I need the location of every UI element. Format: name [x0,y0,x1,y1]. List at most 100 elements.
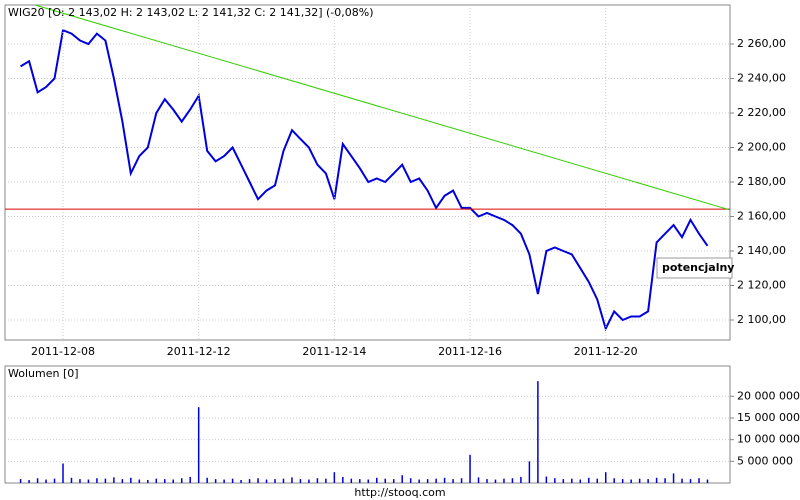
volume-bar [265,479,268,483]
volume-bar [638,478,641,483]
y-tick-label: 2 160,00 [737,209,786,222]
volume-bar [689,479,692,483]
y-tick-label: 2 260,00 [737,37,786,50]
volume-bar [130,477,132,483]
volume-bar [299,479,302,483]
volume-bar [418,479,420,483]
volume-bar [342,476,344,483]
volume-bar [87,479,90,483]
volume-bar [197,407,200,483]
volume-bar [503,478,505,483]
panel-title: Wolumen [0] [8,367,79,380]
panel-frame [4,4,731,341]
footer: http://stooq.com [354,486,445,499]
volume-bar [359,479,361,483]
volume-bar [664,478,666,483]
volume-bar [45,479,47,483]
volume-bar [291,477,293,483]
volume-bar [316,478,319,483]
volume-bar [401,475,403,483]
volume-bar [28,479,30,483]
volume-bar [469,454,471,483]
volume-bar [579,479,582,483]
volume-bar [630,479,632,483]
y-tick-label: 2 220,00 [737,106,786,119]
x-tick-label: 2011-12-16 [438,345,502,358]
volume-bar [248,479,251,483]
volume-bar [698,478,700,483]
volume-bar [511,478,514,483]
volume-bar [333,472,336,483]
volume-bar [180,478,183,483]
y-tick-label: 20 000 000 [737,389,800,402]
volume-bar [681,478,683,483]
volume-bar [282,478,285,483]
y-tick-label: 2 140,00 [737,244,786,257]
volume-bar [96,478,98,483]
volume-bar [384,478,386,483]
volume-bar [79,479,81,483]
volume-bar [367,479,370,483]
x-tick-label: 2011-12-14 [302,345,366,358]
volume-bar [545,476,548,483]
y-tick-label: 5 000 000 [737,454,793,467]
volume-bar [53,478,56,483]
panel-frame [4,365,731,484]
volume-bar [147,479,149,483]
volume-bar [121,479,124,483]
y-tick-label: 2 200,00 [737,140,786,153]
x-tick-label: 2011-12-12 [167,345,231,358]
volume-bar [223,479,225,483]
y-tick-label: 2 240,00 [737,71,786,84]
volume-bar [477,477,480,483]
y-tick-label: 10 000 000 [737,433,800,446]
volume-bar [588,477,590,483]
volume-bar [257,478,259,483]
volume-bar [537,381,539,483]
volume-bar [214,479,217,483]
volume-bar [520,476,522,483]
volume-bar [155,478,158,483]
volume-bar [113,477,115,483]
volume-bar [672,473,675,483]
volume-bar [138,479,141,483]
volume-bar [452,479,454,483]
trendline [34,4,731,211]
volume-bar [62,463,64,483]
volume-bar [231,478,234,483]
y-tick-label: 2 120,00 [737,278,786,291]
volume-bar [409,478,412,483]
y-tick-label: 2 180,00 [737,175,786,188]
volume-bar [621,479,624,483]
x-tick-label: 2011-12-08 [31,345,95,358]
x-tick-label: 2011-12-20 [574,345,638,358]
volume-bar [206,477,208,483]
volume-bar [528,461,531,483]
y-tick-label: 15 000 000 [737,411,800,424]
volume-bar [325,478,327,483]
volume-bar [104,478,107,483]
volume-bar [554,478,556,483]
volume-bar [647,479,649,483]
volume-bar [494,479,497,483]
volume-bar [655,477,658,483]
y-tick-label: 2 100,00 [737,313,786,326]
volume-bar [613,478,615,483]
volume-bar [562,479,565,483]
volume-bar [392,479,395,483]
volume-bar [460,478,463,483]
annotation: potencjalny [662,261,734,274]
volume-bar [486,479,488,483]
annotation-box [656,257,733,279]
volume-bar [596,478,598,483]
volume-bar [189,476,191,483]
volume-bar [36,478,39,483]
price-line [20,28,709,332]
volume-bar [274,479,276,483]
volume-bar [706,479,709,483]
volume-bar [604,472,607,483]
panel-title: WIG20 [O: 2 143,02 H: 2 143,02 L: 2 141,… [8,6,374,19]
volume-bar [376,477,378,483]
volume-bar [308,479,310,483]
